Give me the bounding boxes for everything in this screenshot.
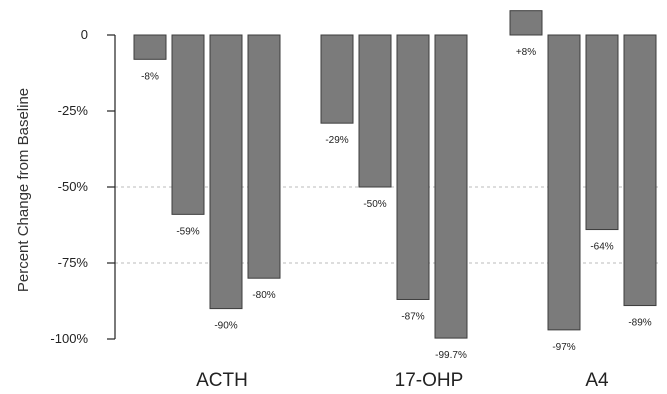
bar-value-label: -99.7%: [435, 350, 467, 361]
bar-value-label: -87%: [401, 311, 424, 322]
bar-value-label: -97%: [552, 342, 575, 353]
bar: [133, 34, 167, 60]
bar: [171, 34, 205, 215]
bar: [434, 34, 468, 339]
bar-value-label: -80%: [252, 290, 275, 301]
category-labels: ACTH 17-OHP A4: [196, 370, 609, 391]
category-label: 17-OHP: [395, 370, 464, 391]
bar: [358, 34, 392, 188]
category-label: ACTH: [196, 370, 248, 391]
bars: [133, 10, 657, 339]
bar: [623, 34, 657, 307]
y-tick-label: -100%: [50, 331, 88, 346]
y-axis: 0 -25% -50% -75% -100%: [50, 27, 116, 346]
bar: [396, 34, 430, 300]
bar: [209, 34, 243, 310]
y-axis-title: Percent Change from Baseline: [15, 88, 32, 292]
bar-value-label: -29%: [325, 135, 348, 146]
bar-value-label: -90%: [214, 321, 237, 332]
bar: [247, 34, 281, 279]
bar-value-label: -64%: [590, 242, 613, 253]
data-labels: -8% -59% -90% -80% -29% -50% -87% -99.7% +8% -97%…: [141, 47, 652, 361]
bar-value-label: -8%: [141, 71, 159, 82]
bar-value-label: -89%: [628, 318, 651, 329]
y-tick-label: -50%: [58, 179, 89, 194]
bar: [509, 10, 543, 36]
bar-value-label: -59%: [176, 226, 199, 237]
y-tick-label: -75%: [58, 255, 89, 270]
y-tick-label: 0: [81, 27, 88, 42]
y-tick-label: -25%: [58, 103, 89, 118]
bar: [585, 34, 619, 231]
category-label: A4: [585, 370, 609, 391]
bar: [547, 34, 581, 331]
bar-value-label: +8%: [516, 47, 536, 58]
bar: [320, 34, 354, 124]
bar-value-label: -50%: [363, 199, 386, 210]
